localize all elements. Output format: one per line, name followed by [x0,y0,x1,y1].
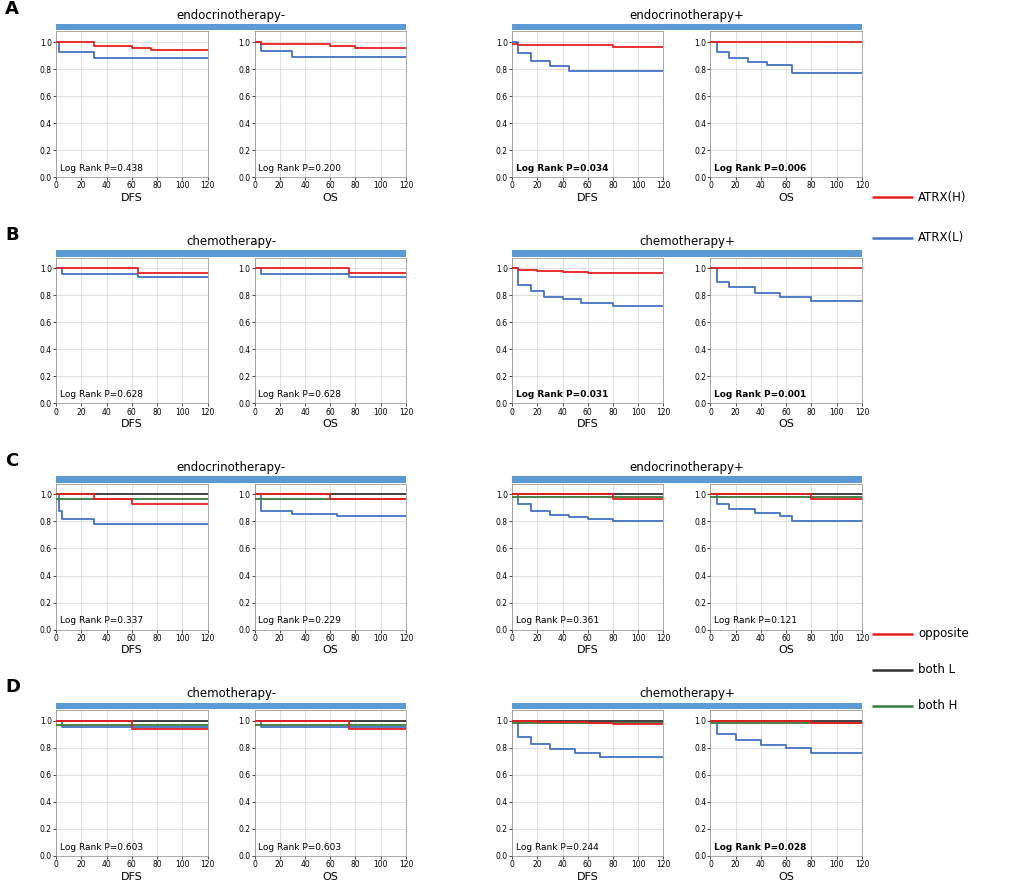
X-axis label: OS: OS [322,194,338,203]
Text: Log Rank P=0.361: Log Rank P=0.361 [516,616,598,625]
Text: opposite: opposite [917,627,968,641]
Text: Log Rank P=0.628: Log Rank P=0.628 [258,391,341,400]
X-axis label: OS: OS [777,419,794,429]
Text: Log Rank P=0.337: Log Rank P=0.337 [60,616,143,625]
Text: Log Rank P=0.244: Log Rank P=0.244 [516,842,598,851]
Text: Log Rank P=0.034: Log Rank P=0.034 [516,164,607,173]
X-axis label: OS: OS [322,872,338,882]
X-axis label: DFS: DFS [121,419,143,429]
X-axis label: OS: OS [322,419,338,429]
Text: Log Rank P=0.001: Log Rank P=0.001 [713,391,806,400]
Text: Log Rank P=0.628: Log Rank P=0.628 [60,391,143,400]
Text: Log Rank P=0.438: Log Rank P=0.438 [60,164,143,173]
Text: Log Rank P=0.603: Log Rank P=0.603 [60,842,143,851]
Text: both H: both H [917,699,957,712]
Text: ATRX(L): ATRX(L) [917,231,963,244]
Text: A: A [5,0,19,18]
X-axis label: DFS: DFS [577,194,598,203]
Text: Log Rank P=0.200: Log Rank P=0.200 [258,164,341,173]
Text: Log Rank P=0.006: Log Rank P=0.006 [713,164,806,173]
Text: C: C [5,452,18,470]
Text: Log Rank P=0.121: Log Rank P=0.121 [713,616,797,625]
Text: Log Rank P=0.028: Log Rank P=0.028 [713,842,806,851]
Text: chemotherapy+: chemotherapy+ [638,235,734,247]
Text: Log Rank P=0.229: Log Rank P=0.229 [258,616,340,625]
Text: B: B [5,226,18,244]
Text: both L: both L [917,663,954,676]
X-axis label: OS: OS [322,645,338,656]
Text: Log Rank P=0.031: Log Rank P=0.031 [516,391,607,400]
X-axis label: DFS: DFS [121,645,143,656]
Text: endocrinotherapy+: endocrinotherapy+ [629,461,744,474]
Text: ATRX(H): ATRX(H) [917,191,966,203]
Text: chemotherapy+: chemotherapy+ [638,687,734,700]
Text: endocrinotherapy-: endocrinotherapy- [176,8,285,22]
Text: Log Rank P=0.603: Log Rank P=0.603 [258,842,341,851]
X-axis label: DFS: DFS [577,419,598,429]
Text: chemotherapy-: chemotherapy- [185,235,276,247]
X-axis label: DFS: DFS [577,645,598,656]
Text: chemotherapy-: chemotherapy- [185,687,276,700]
X-axis label: OS: OS [777,194,794,203]
Text: endocrinotherapy+: endocrinotherapy+ [629,8,744,22]
Text: D: D [5,678,20,696]
X-axis label: OS: OS [777,645,794,656]
X-axis label: DFS: DFS [577,872,598,882]
X-axis label: OS: OS [777,872,794,882]
X-axis label: DFS: DFS [121,872,143,882]
Text: endocrinotherapy-: endocrinotherapy- [176,461,285,474]
X-axis label: DFS: DFS [121,194,143,203]
